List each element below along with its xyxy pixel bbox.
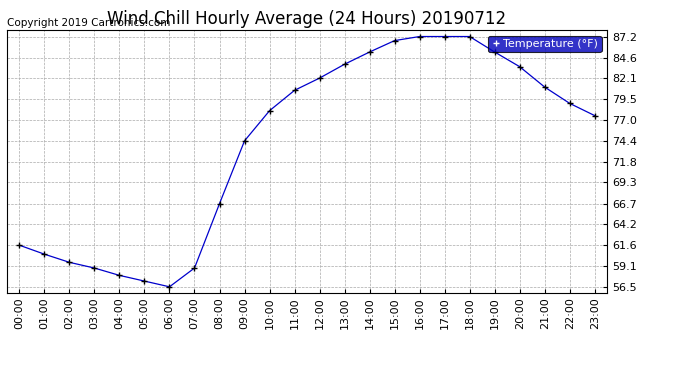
Title: Wind Chill Hourly Average (24 Hours) 20190712: Wind Chill Hourly Average (24 Hours) 201…	[108, 10, 506, 28]
Text: Copyright 2019 Cartronics.com: Copyright 2019 Cartronics.com	[7, 18, 170, 28]
Legend: Temperature (°F): Temperature (°F)	[488, 36, 602, 52]
